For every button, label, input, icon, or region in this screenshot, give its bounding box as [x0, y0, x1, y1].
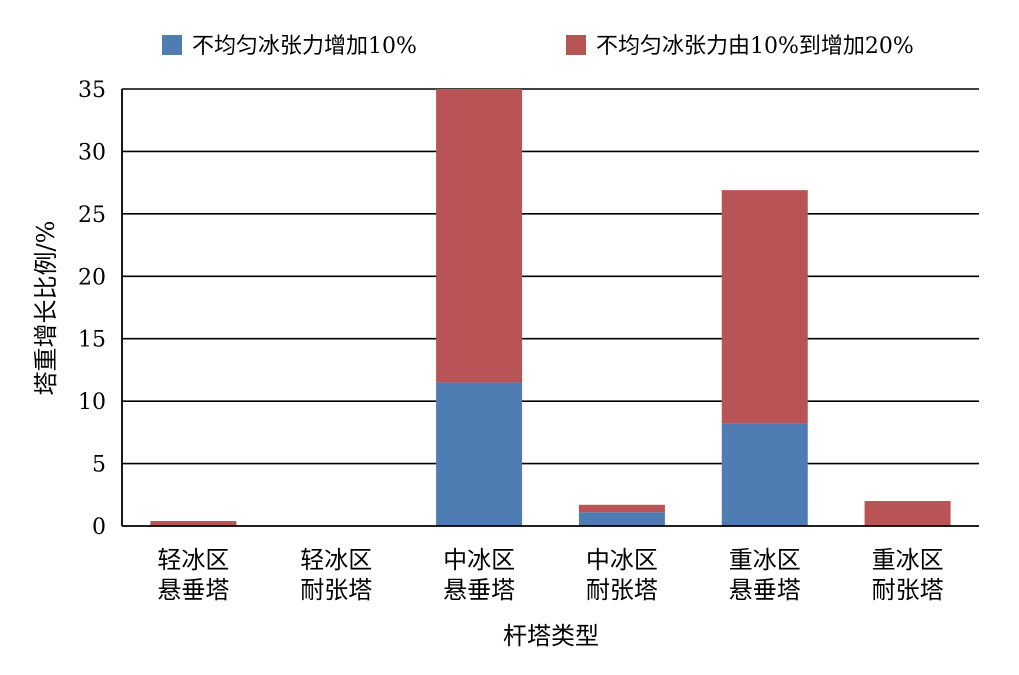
- bar-segment-series-2: [436, 89, 523, 383]
- bars: [150, 89, 951, 526]
- x-tick-label: 重冰区: [729, 546, 801, 574]
- x-tick-label: 悬垂塔: [729, 576, 801, 604]
- bar-segment-series-1: [578, 512, 665, 526]
- bar-segment-series-2: [578, 504, 665, 513]
- y-tick-labels: 0 5 10 15 20 25 30 35: [78, 78, 106, 540]
- legend-swatch: [566, 35, 586, 55]
- y-tick-label: 5: [92, 453, 106, 478]
- x-tick-label: 耐张塔: [586, 576, 658, 604]
- x-tick-label: 悬垂塔: [157, 576, 229, 604]
- y-tick-label: 0: [92, 515, 106, 540]
- x-tick-label: 中冰区: [443, 546, 515, 574]
- bar-segment-series-2: [864, 501, 951, 526]
- x-tick-label: 轻冰区: [157, 546, 229, 574]
- x-axis-title: 杆塔类型: [503, 622, 599, 650]
- legend-label: 不均匀冰张力由10%到增加20%: [596, 34, 914, 59]
- legend-swatch: [162, 35, 182, 55]
- legend-label: 不均匀冰张力增加10%: [192, 34, 417, 59]
- x-tick-label: 耐张塔: [300, 576, 372, 604]
- bar-segment-series-2: [721, 190, 808, 424]
- legend: 不均匀冰张力增加10% 不均匀冰张力由10%到增加20%: [162, 34, 914, 59]
- y-tick-label: 20: [78, 265, 106, 290]
- bar-segment-series-1: [436, 382, 523, 526]
- y-tick-label: 35: [78, 78, 106, 103]
- axes: [121, 89, 979, 527]
- gridlines: [122, 88, 979, 465]
- y-axis-title: 塔重增长比例/%: [32, 221, 60, 396]
- x-tick-label: 中冰区: [586, 546, 658, 574]
- bar-segment-series-2: [150, 521, 237, 526]
- y-tick-label: 30: [78, 140, 106, 165]
- y-tick-label: 10: [78, 390, 106, 415]
- x-tick-label: 悬垂塔: [443, 576, 515, 604]
- y-tick-label: 15: [78, 328, 106, 353]
- bar-segment-series-1: [721, 423, 808, 526]
- x-tick-label: 耐张塔: [872, 576, 944, 604]
- y-tick-label: 25: [78, 203, 106, 228]
- x-tick-label: 轻冰区: [300, 546, 372, 574]
- x-tick-label: 重冰区: [872, 546, 944, 574]
